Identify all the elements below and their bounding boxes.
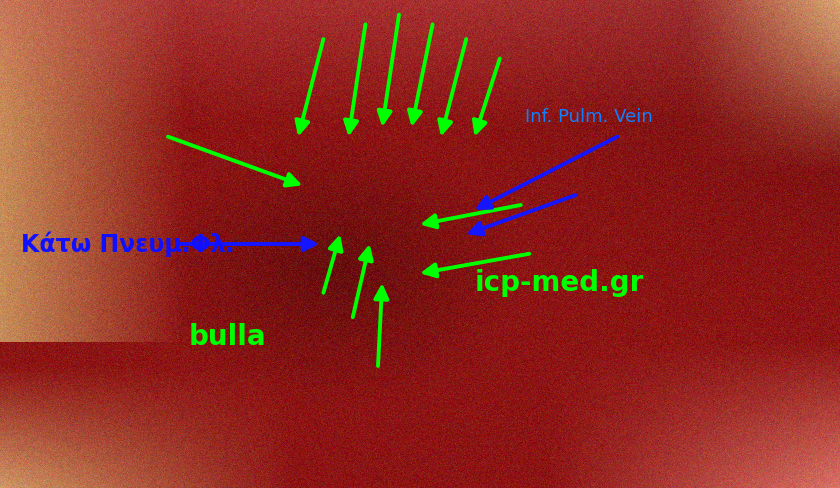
Text: Inf. Pulm. Vein: Inf. Pulm. Vein [525, 108, 653, 126]
Text: Κάτω Πνευμ.Φλ.: Κάτω Πνευμ.Φλ. [21, 231, 234, 257]
Text: bulla: bulla [189, 323, 266, 351]
Text: icp-med.gr: icp-med.gr [475, 269, 644, 297]
